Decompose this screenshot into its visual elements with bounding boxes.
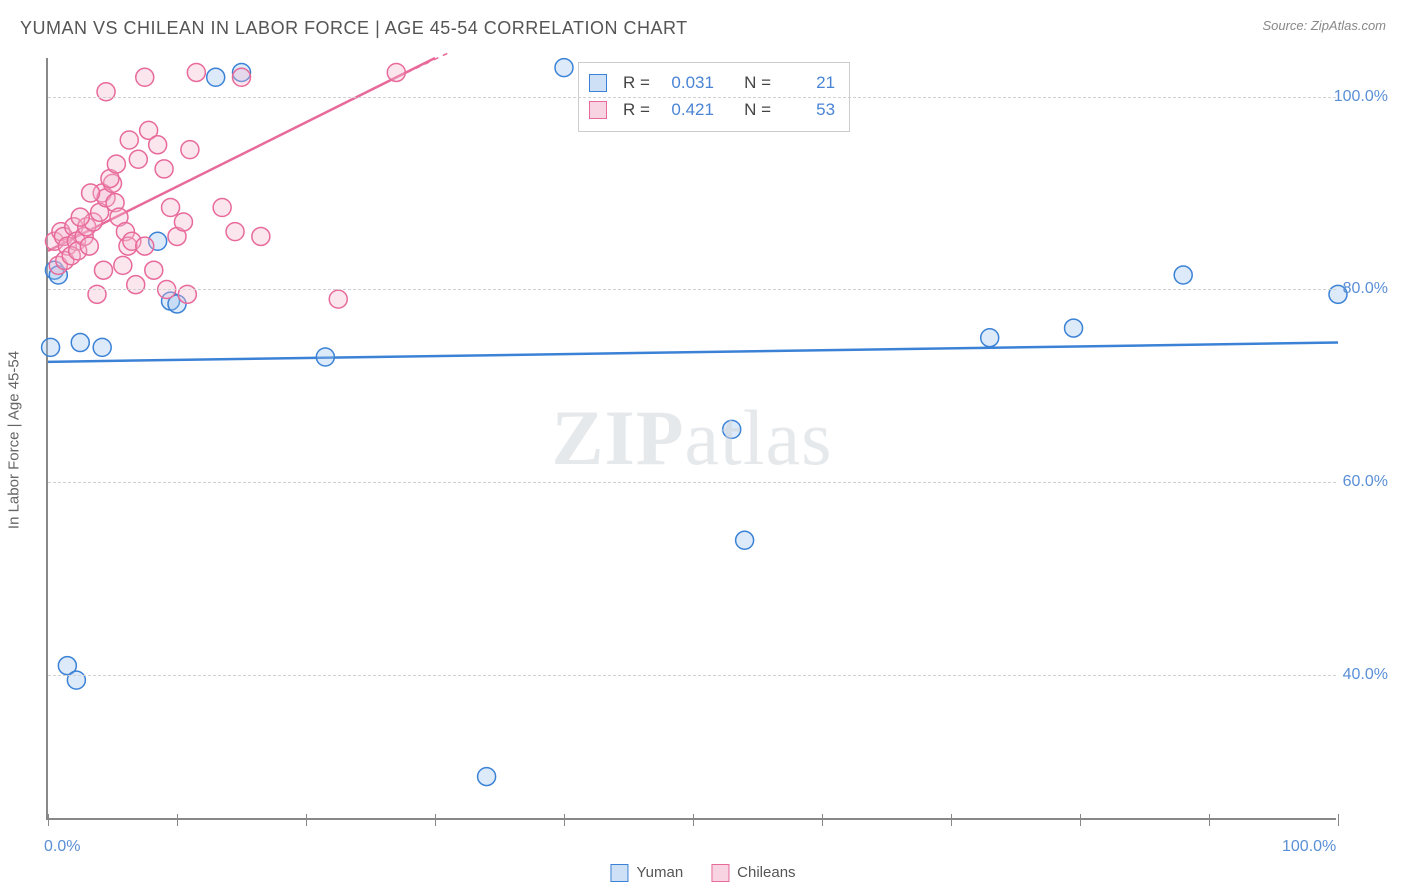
y-tick-label: 40.0% bbox=[1343, 666, 1388, 684]
data-point bbox=[178, 285, 196, 303]
data-point bbox=[120, 131, 138, 149]
legend-swatch bbox=[711, 864, 729, 882]
legend-swatch bbox=[610, 864, 628, 882]
data-point bbox=[555, 59, 573, 77]
gridline bbox=[48, 289, 1336, 290]
data-point bbox=[181, 141, 199, 159]
n-value: 53 bbox=[779, 96, 835, 123]
x-tick bbox=[951, 814, 952, 826]
data-point bbox=[213, 199, 231, 217]
data-point bbox=[174, 213, 192, 231]
x-tick bbox=[564, 814, 565, 826]
legend-swatch bbox=[589, 101, 607, 119]
legend-label: Chileans bbox=[737, 864, 795, 881]
data-point bbox=[252, 227, 270, 245]
data-point bbox=[136, 237, 154, 255]
plot-area: ZIPatlas R = 0.031 N = 21R = 0.421 N = 5… bbox=[46, 58, 1336, 820]
data-point bbox=[145, 261, 163, 279]
data-point bbox=[94, 261, 112, 279]
x-tick bbox=[48, 814, 49, 826]
x-tick bbox=[1338, 814, 1339, 826]
data-point bbox=[127, 276, 145, 294]
data-point bbox=[187, 63, 205, 81]
x-tick bbox=[177, 814, 178, 826]
data-point bbox=[207, 68, 225, 86]
data-point bbox=[329, 290, 347, 308]
data-point bbox=[233, 68, 251, 86]
data-point bbox=[42, 338, 60, 356]
data-point bbox=[162, 199, 180, 217]
data-point bbox=[82, 184, 100, 202]
data-point bbox=[981, 329, 999, 347]
x-tick-label: 100.0% bbox=[1282, 838, 1336, 856]
r-label: R = bbox=[623, 69, 650, 96]
data-point bbox=[114, 256, 132, 274]
r-value: 0.031 bbox=[658, 69, 714, 96]
trend-line-extrapolated bbox=[371, 53, 448, 90]
correlation-row: R = 0.421 N = 53 bbox=[589, 96, 835, 123]
gridline bbox=[48, 675, 1336, 676]
legend-item: Yuman bbox=[610, 864, 683, 882]
data-point bbox=[93, 338, 111, 356]
data-point bbox=[316, 348, 334, 366]
correlation-row: R = 0.031 N = 21 bbox=[589, 69, 835, 96]
x-tick bbox=[1209, 814, 1210, 826]
data-point bbox=[1065, 319, 1083, 337]
data-point bbox=[67, 671, 85, 689]
r-value: 0.421 bbox=[658, 96, 714, 123]
n-value: 21 bbox=[779, 69, 835, 96]
data-point bbox=[387, 63, 405, 81]
data-point bbox=[107, 155, 125, 173]
data-point bbox=[155, 160, 173, 178]
data-point bbox=[136, 68, 154, 86]
x-tick bbox=[306, 814, 307, 826]
data-point bbox=[226, 223, 244, 241]
x-tick bbox=[435, 814, 436, 826]
legend-swatch bbox=[589, 74, 607, 92]
scatter-plot-svg bbox=[48, 58, 1336, 818]
y-tick-label: 80.0% bbox=[1343, 280, 1388, 298]
x-tick-label: 0.0% bbox=[44, 838, 80, 856]
data-point bbox=[88, 285, 106, 303]
data-point bbox=[129, 150, 147, 168]
trend-line bbox=[48, 343, 1338, 362]
chart-title: YUMAN VS CHILEAN IN LABOR FORCE | AGE 45… bbox=[20, 18, 688, 39]
data-point bbox=[478, 768, 496, 786]
gridline bbox=[48, 97, 1336, 98]
y-tick-label: 60.0% bbox=[1343, 473, 1388, 491]
series-legend: Yuman Chileans bbox=[610, 864, 795, 882]
data-point bbox=[1174, 266, 1192, 284]
n-label: N = bbox=[744, 69, 771, 96]
x-tick bbox=[1080, 814, 1081, 826]
data-point bbox=[80, 237, 98, 255]
legend-item: Chileans bbox=[711, 864, 795, 882]
r-label: R = bbox=[623, 96, 650, 123]
data-point bbox=[97, 83, 115, 101]
n-label: N = bbox=[744, 96, 771, 123]
data-point bbox=[71, 334, 89, 352]
data-point bbox=[71, 208, 89, 226]
legend-label: Yuman bbox=[636, 864, 683, 881]
y-tick-label: 100.0% bbox=[1334, 88, 1388, 106]
x-tick bbox=[693, 814, 694, 826]
source-attribution: Source: ZipAtlas.com bbox=[1262, 18, 1386, 33]
data-point bbox=[736, 531, 754, 549]
y-axis-title: In Labor Force | Age 45-54 bbox=[6, 351, 23, 529]
data-point bbox=[149, 136, 167, 154]
gridline bbox=[48, 482, 1336, 483]
data-point bbox=[723, 420, 741, 438]
x-tick bbox=[822, 814, 823, 826]
